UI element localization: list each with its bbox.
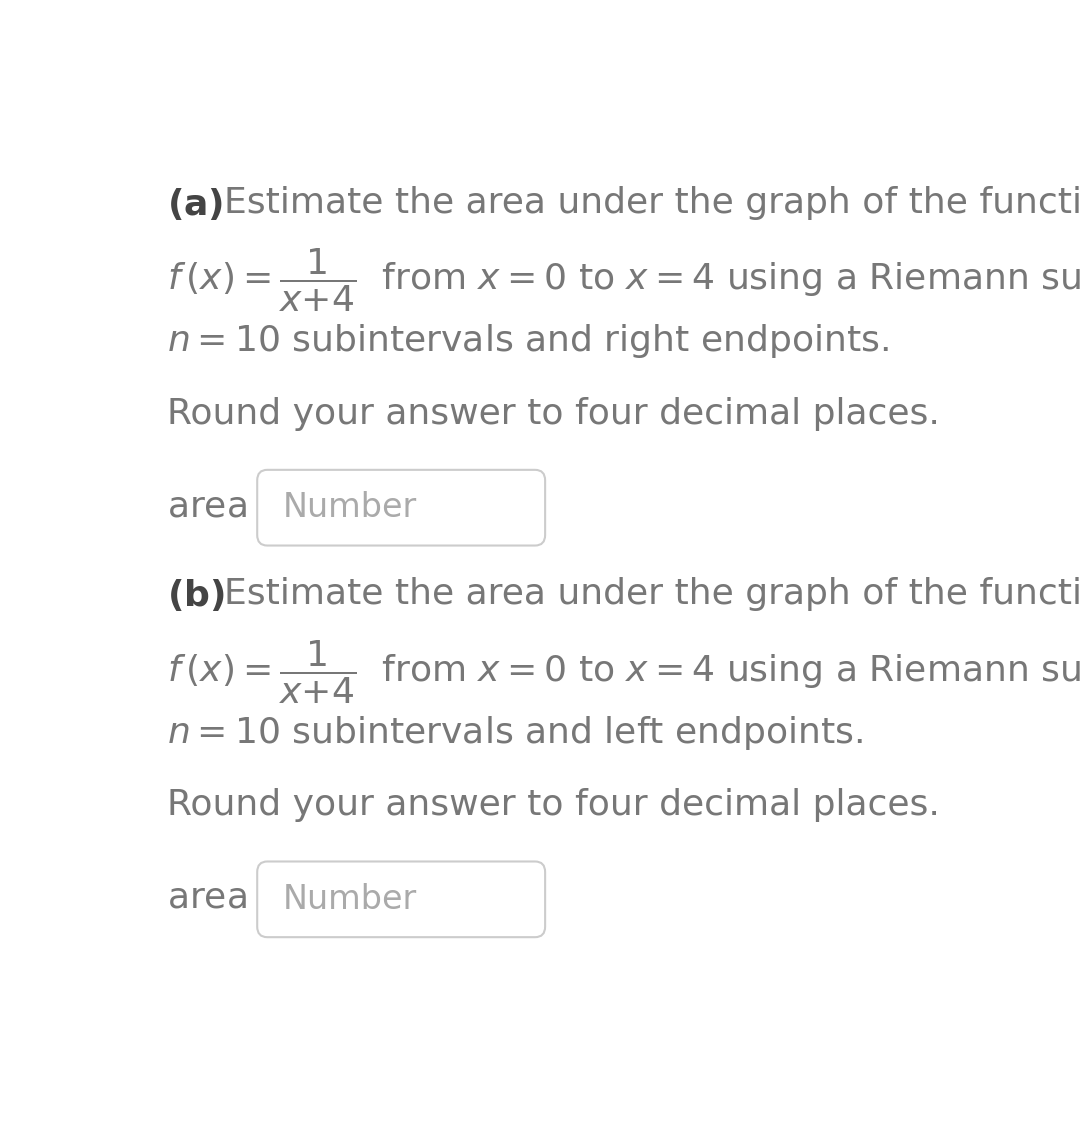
Text: Number: Number	[282, 491, 417, 525]
Text: Estimate the area under the graph of the function: Estimate the area under the graph of the…	[224, 185, 1080, 219]
Text: $f\,(x)=\dfrac{1}{x{+}4}$  from $x=0$ to $x=4$ using a Riemann sum with: $f\,(x)=\dfrac{1}{x{+}4}$ from $x=0$ to …	[166, 639, 1080, 706]
Text: area $=$: area $=$	[166, 489, 295, 523]
Text: Estimate the area under the graph of the function: Estimate the area under the graph of the…	[224, 577, 1080, 612]
Text: $\bf{(b)}$: $\bf{(b)}$	[166, 577, 225, 613]
Text: $f\,(x)=\dfrac{1}{x{+}4}$  from $x=0$ to $x=4$ using a Riemann sum with: $f\,(x)=\dfrac{1}{x{+}4}$ from $x=0$ to …	[166, 247, 1080, 314]
Text: $\bf{(a)}$: $\bf{(a)}$	[166, 185, 224, 222]
FancyBboxPatch shape	[257, 470, 545, 545]
Text: $n=10$ subintervals and left endpoints.: $n=10$ subintervals and left endpoints.	[166, 713, 863, 752]
Text: Round your answer to four decimal places.: Round your answer to four decimal places…	[166, 397, 940, 431]
Text: Round your answer to four decimal places.: Round your answer to four decimal places…	[166, 789, 940, 823]
Text: area $=$: area $=$	[166, 881, 295, 914]
Text: $n=10$ subintervals and right endpoints.: $n=10$ subintervals and right endpoints.	[166, 322, 889, 360]
FancyBboxPatch shape	[257, 862, 545, 937]
Text: Number: Number	[282, 882, 417, 916]
